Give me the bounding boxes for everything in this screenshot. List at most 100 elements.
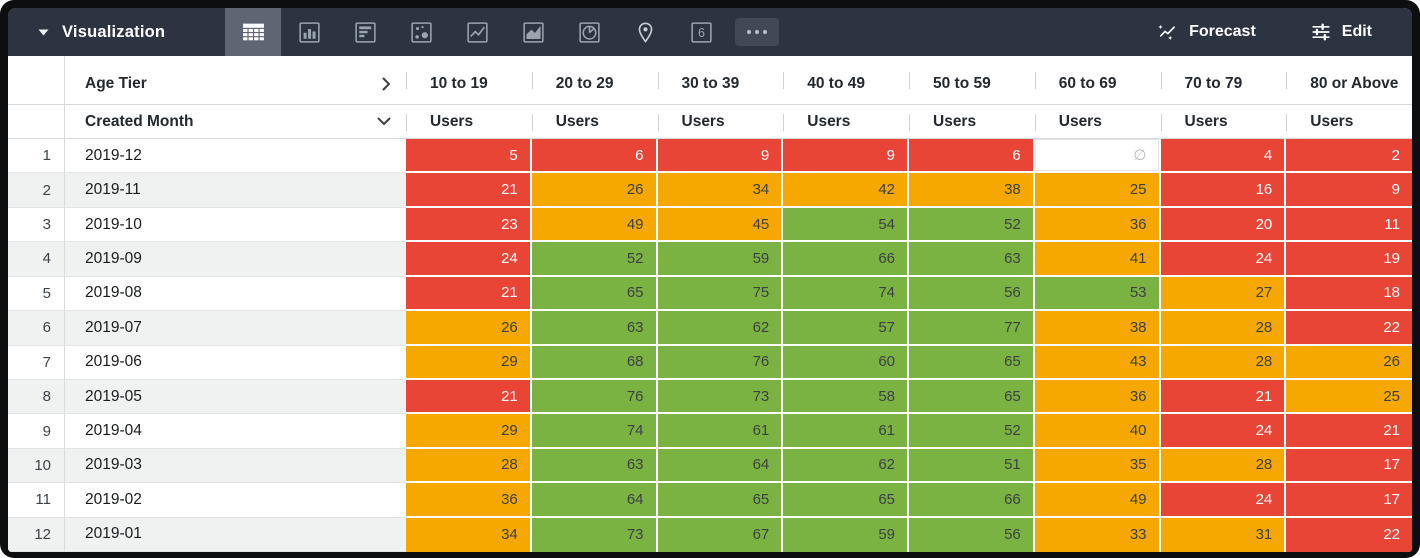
value-cell[interactable]: 63 (909, 242, 1035, 277)
measure-header[interactable]: Users (1286, 105, 1412, 139)
month-cell[interactable]: 2019-05 (65, 379, 406, 415)
value-cell[interactable]: 17 (1286, 483, 1412, 518)
visualization-menu[interactable]: Visualization (8, 23, 225, 42)
value-cell[interactable]: 45 (657, 207, 784, 243)
month-cell[interactable]: 2019-09 (65, 242, 406, 277)
value-cell[interactable]: 74 (783, 276, 909, 312)
value-cell[interactable]: 76 (531, 379, 658, 415)
value-cell[interactable]: 16 (1160, 173, 1287, 208)
value-cell[interactable]: 54 (783, 207, 909, 243)
viz-type-pie-chart[interactable] (561, 8, 617, 56)
viz-type-scatter[interactable] (393, 8, 449, 56)
value-cell[interactable]: ∅ (1034, 139, 1161, 174)
value-cell[interactable]: 65 (783, 483, 909, 518)
pivot-value-header[interactable]: 50 to 59 (909, 56, 1035, 105)
value-cell[interactable]: 17 (1286, 448, 1412, 484)
value-cell[interactable]: 64 (531, 483, 658, 518)
value-cell[interactable]: 56 (909, 517, 1035, 552)
viz-type-map[interactable] (617, 8, 673, 56)
value-cell[interactable]: 66 (909, 483, 1035, 518)
value-cell[interactable]: 29 (406, 345, 532, 380)
value-cell[interactable]: 34 (406, 517, 532, 552)
value-cell[interactable]: 62 (657, 311, 784, 346)
value-cell[interactable]: 23 (406, 207, 532, 243)
month-cell[interactable]: 2019-10 (65, 207, 406, 243)
value-cell[interactable]: 74 (531, 414, 658, 449)
value-cell[interactable]: 2 (1286, 139, 1412, 174)
value-cell[interactable]: 29 (406, 414, 532, 449)
value-cell[interactable]: 61 (657, 414, 784, 449)
month-cell[interactable]: 2019-11 (65, 173, 406, 208)
month-cell[interactable]: 2019-02 (65, 483, 406, 518)
viz-type-table[interactable] (225, 8, 281, 56)
chevron-right-icon[interactable] (382, 77, 391, 91)
pivot-value-header[interactable]: 10 to 19 (406, 56, 532, 105)
value-cell[interactable]: 27 (1160, 276, 1287, 312)
value-cell[interactable]: 36 (1034, 379, 1161, 415)
value-cell[interactable]: 68 (531, 345, 658, 380)
measure-header[interactable]: Users (657, 105, 784, 139)
value-cell[interactable]: 73 (531, 517, 658, 552)
value-cell[interactable]: 5 (406, 139, 532, 174)
value-cell[interactable]: 21 (406, 379, 532, 415)
measure-header[interactable]: Users (1160, 105, 1287, 139)
value-cell[interactable]: 52 (531, 242, 658, 277)
value-cell[interactable]: 28 (1160, 448, 1287, 484)
value-cell[interactable]: 38 (909, 173, 1035, 208)
value-cell[interactable]: 53 (1034, 276, 1161, 312)
value-cell[interactable]: 58 (783, 379, 909, 415)
pivot-value-header[interactable]: 60 to 69 (1034, 56, 1161, 105)
value-cell[interactable]: 42 (783, 173, 909, 208)
month-cell[interactable]: 2019-06 (65, 345, 406, 380)
value-cell[interactable]: 73 (657, 379, 784, 415)
row-field-header[interactable]: Created Month (65, 105, 406, 139)
value-cell[interactable]: 66 (783, 242, 909, 277)
value-cell[interactable]: 67 (657, 517, 784, 552)
value-cell[interactable]: 26 (531, 173, 658, 208)
pivot-value-header[interactable]: 30 to 39 (657, 56, 784, 105)
value-cell[interactable]: 24 (406, 242, 532, 277)
value-cell[interactable]: 61 (783, 414, 909, 449)
value-cell[interactable]: 21 (1160, 379, 1287, 415)
value-cell[interactable]: 34 (657, 173, 784, 208)
value-cell[interactable]: 41 (1034, 242, 1161, 277)
pivot-value-header[interactable]: 70 to 79 (1160, 56, 1287, 105)
month-cell[interactable]: 2019-07 (65, 311, 406, 346)
month-cell[interactable]: 2019-01 (65, 517, 406, 552)
viz-type-line-chart[interactable] (449, 8, 505, 56)
measure-header[interactable]: Users (406, 105, 532, 139)
value-cell[interactable]: 18 (1286, 276, 1412, 312)
value-cell[interactable]: 28 (1160, 345, 1287, 380)
value-cell[interactable]: 20 (1160, 207, 1287, 243)
value-cell[interactable]: 21 (406, 276, 532, 312)
pivot-field-header[interactable]: Age Tier (65, 56, 406, 105)
value-cell[interactable]: 21 (1286, 414, 1412, 449)
value-cell[interactable]: 63 (531, 448, 658, 484)
value-cell[interactable]: 38 (1034, 311, 1161, 346)
value-cell[interactable]: 52 (909, 207, 1035, 243)
value-cell[interactable]: 28 (406, 448, 532, 484)
measure-header[interactable]: Users (909, 105, 1035, 139)
value-cell[interactable]: 52 (909, 414, 1035, 449)
value-cell[interactable]: 65 (909, 379, 1035, 415)
value-cell[interactable]: 65 (657, 483, 784, 518)
value-cell[interactable]: 51 (909, 448, 1035, 484)
value-cell[interactable]: 24 (1160, 483, 1287, 518)
viz-type-column-chart[interactable] (281, 8, 337, 56)
month-cell[interactable]: 2019-03 (65, 448, 406, 484)
value-cell[interactable]: 26 (1286, 345, 1412, 380)
value-cell[interactable]: 59 (657, 242, 784, 277)
value-cell[interactable]: 40 (1034, 414, 1161, 449)
value-cell[interactable]: 9 (657, 139, 784, 174)
value-cell[interactable]: 36 (1034, 207, 1161, 243)
pivot-value-header[interactable]: 20 to 29 (531, 56, 658, 105)
value-cell[interactable]: 11 (1286, 207, 1412, 243)
value-cell[interactable]: 75 (657, 276, 784, 312)
value-cell[interactable]: 6 (531, 139, 658, 174)
pivot-value-header[interactable]: 80 or Above (1286, 56, 1412, 105)
value-cell[interactable]: 21 (406, 173, 532, 208)
value-cell[interactable]: 36 (406, 483, 532, 518)
viz-type-area-chart[interactable] (505, 8, 561, 56)
value-cell[interactable]: 76 (657, 345, 784, 380)
value-cell[interactable]: 19 (1286, 242, 1412, 277)
